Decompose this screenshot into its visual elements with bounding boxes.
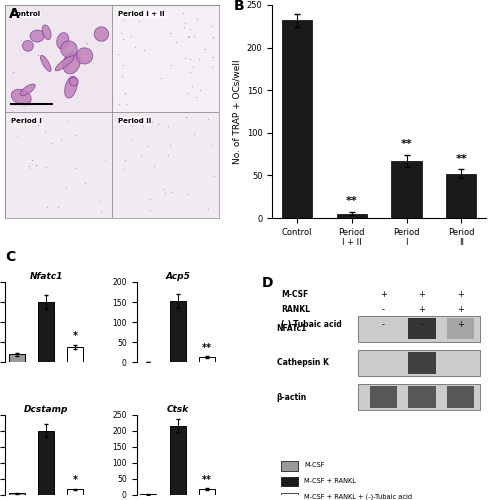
- Ellipse shape: [63, 53, 80, 74]
- Text: -: -: [420, 320, 423, 329]
- Text: β-actin: β-actin: [276, 392, 307, 402]
- Ellipse shape: [69, 78, 78, 86]
- Text: Period I + II: Period I + II: [118, 12, 165, 18]
- Text: *: *: [73, 476, 78, 486]
- Y-axis label: No. of TRAP + OCs/well: No. of TRAP + OCs/well: [232, 59, 241, 164]
- Bar: [169, 302, 186, 362]
- Bar: [9, 354, 25, 362]
- Bar: [67, 490, 83, 495]
- Text: RANKL: RANKL: [281, 305, 310, 314]
- Bar: [281, 461, 298, 470]
- Ellipse shape: [42, 25, 51, 40]
- Ellipse shape: [57, 32, 69, 49]
- Bar: [199, 489, 215, 495]
- Bar: [199, 357, 215, 362]
- Text: Cathepsin K: Cathepsin K: [276, 358, 328, 368]
- Ellipse shape: [61, 41, 77, 58]
- Text: NFATc1: NFATc1: [276, 324, 307, 334]
- FancyBboxPatch shape: [408, 318, 436, 340]
- Text: Control: Control: [11, 12, 40, 18]
- Title: Ctsk: Ctsk: [166, 405, 189, 414]
- Bar: [446, 174, 476, 218]
- Title: Acp5: Acp5: [165, 272, 190, 281]
- Text: M-CSF: M-CSF: [281, 290, 308, 299]
- FancyBboxPatch shape: [370, 386, 397, 407]
- FancyBboxPatch shape: [408, 352, 436, 374]
- Text: +: +: [457, 320, 464, 329]
- Ellipse shape: [94, 27, 109, 42]
- Text: C: C: [5, 250, 15, 264]
- Bar: [337, 214, 367, 218]
- Text: M-CSF: M-CSF: [304, 462, 325, 468]
- Ellipse shape: [55, 56, 74, 71]
- Bar: [5, 112, 112, 218]
- Text: **: **: [202, 475, 212, 485]
- Text: *: *: [73, 332, 78, 342]
- FancyBboxPatch shape: [446, 318, 474, 340]
- Bar: [112, 112, 219, 218]
- Text: +: +: [418, 305, 425, 314]
- Ellipse shape: [23, 40, 33, 51]
- Ellipse shape: [65, 76, 77, 98]
- Bar: [38, 430, 54, 495]
- Bar: [281, 477, 298, 486]
- Text: **: **: [401, 139, 412, 149]
- Text: -: -: [382, 320, 385, 329]
- Text: Period I: Period I: [11, 118, 42, 124]
- Text: Period II: Period II: [118, 118, 152, 124]
- Text: +: +: [418, 290, 425, 299]
- Bar: [281, 493, 298, 500]
- Text: **: **: [202, 343, 212, 353]
- Text: D: D: [262, 276, 273, 289]
- Text: A: A: [9, 7, 20, 21]
- Text: **: **: [456, 154, 467, 164]
- Title: Dcstamp: Dcstamp: [24, 405, 68, 414]
- Bar: [112, 5, 219, 112]
- Text: M-CSF + RANKL + (-)-Tubaic acid: M-CSF + RANKL + (-)-Tubaic acid: [304, 494, 412, 500]
- FancyBboxPatch shape: [446, 386, 474, 407]
- Title: Nfatc1: Nfatc1: [29, 272, 63, 281]
- Text: +: +: [380, 290, 387, 299]
- FancyBboxPatch shape: [358, 316, 480, 342]
- Text: (-)-Tubaic acid: (-)-Tubaic acid: [281, 320, 342, 329]
- Bar: [5, 5, 112, 112]
- Bar: [38, 302, 54, 362]
- Bar: [67, 347, 83, 362]
- Bar: [9, 494, 25, 495]
- FancyBboxPatch shape: [358, 350, 480, 376]
- Bar: [282, 20, 312, 218]
- Ellipse shape: [40, 56, 51, 72]
- Bar: [140, 494, 156, 495]
- Text: M-CSF + RANKL: M-CSF + RANKL: [304, 478, 356, 484]
- Ellipse shape: [30, 30, 44, 42]
- FancyBboxPatch shape: [358, 384, 480, 410]
- FancyBboxPatch shape: [408, 386, 436, 407]
- Bar: [169, 426, 186, 495]
- Text: +: +: [457, 290, 464, 299]
- Text: -: -: [382, 305, 385, 314]
- Ellipse shape: [20, 84, 35, 96]
- Text: B: B: [234, 0, 245, 12]
- Ellipse shape: [77, 48, 93, 64]
- Text: **: **: [346, 196, 357, 206]
- Text: +: +: [457, 305, 464, 314]
- Bar: [391, 161, 422, 218]
- Ellipse shape: [11, 90, 31, 105]
